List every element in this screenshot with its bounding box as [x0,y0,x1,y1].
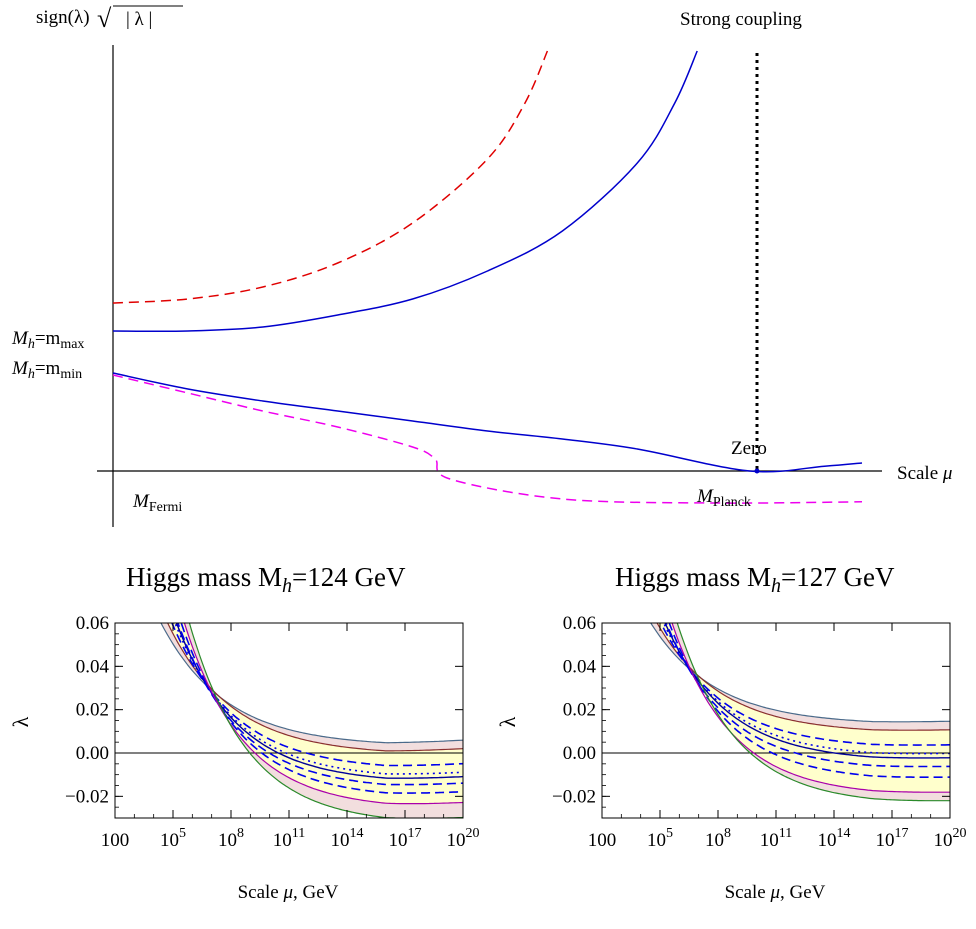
top-series-0 [112,50,549,304]
p2-plot-curve-outer-upper-0 [650,623,950,723]
p2-ylabel: λ [495,716,520,727]
p1-plot-curve-dash-6 [180,623,463,794]
p2-plot-curve-dash-6 [668,623,950,779]
p1-plot-xtick-label-4: 1014 [331,826,364,851]
p1-plot-ytick-label-0: 0.06 [76,613,109,634]
p1-title: Higgs mass Mh=124 GeV [126,562,406,597]
p1-plot-inner-band [167,623,463,804]
p1-plot-curve-outer-upper-0 [160,623,463,744]
p2-plot-curve-inner-upper-1 [656,623,950,731]
p1-plot-ytick-label-4: −0.02 [65,786,109,807]
top-series-group [112,50,863,504]
p2-xlabel: Scale μ, GeV [725,882,826,903]
p2-plot-ytick-label-2: 0.02 [563,700,596,721]
m-fermi-label: MFermi [132,491,182,515]
p1-plot-ytick-label-1: 0.04 [76,656,110,677]
p2-plot-ytick-label-0: 0.06 [563,613,596,634]
p1-plot-curves [115,623,463,818]
p1-plot-xtick-label-2: 108 [218,826,244,851]
p1-plot-xtick-label-0: 100 [101,830,130,851]
p1-xlabel: Scale μ, GeV [238,882,339,903]
p1-plot-curve-dash-5 [177,623,463,786]
zero-label: Zero [731,438,767,459]
p1-plot-xtick-label-5: 1017 [389,826,422,851]
p1-plot-ytick-label-3: 0.00 [76,743,109,764]
higgs-127-chart: Higgs mass Mh=127 GeV 0.06 0.04 0.02 0.00 −0… [495,562,967,903]
p2-plot-xtick-label-5: 1017 [876,826,909,851]
higgs-124-chart: Higgs mass Mh=124 GeV 0.06 0.04 0.02 0.00 −0… [8,562,480,903]
p1-plot-curve-inner-lower-7 [183,623,463,805]
p2-plot-curve-dash-5 [665,623,950,768]
p2-plot-xtick-label-1: 105 [647,826,673,851]
p2-plot-xtick-label-0: 100 [588,830,617,851]
top-series-2 [112,372,863,473]
p2-plot-curve-inner-lower-7 [671,623,950,793]
p2-plot-ytick-label-4: −0.02 [552,786,596,807]
p2-plot-curve-dot-3 [662,623,950,755]
p1-plot-outer-band [161,623,463,818]
top-ylabel-abs: | λ | [126,9,152,30]
mh-min-label: Mh=mmin [11,358,82,382]
zero-point [754,468,760,474]
m-planck-label: MPlanck [696,486,751,510]
p2-plot-xtick-label-6: 1020 [934,826,967,851]
p1-ylabel: λ [8,716,33,727]
p2-plot-curve-outer-lower-8 [676,623,950,802]
p2-plot-xtick-label-4: 1014 [818,826,851,851]
top-series-1 [112,50,698,333]
p2-plot-curves [602,623,950,802]
strong-coupling-label: Strong coupling [680,9,802,30]
top-ylabel-sqrt: √ [97,4,112,33]
p2-title: Higgs mass Mh=127 GeV [615,562,895,597]
p1-plot-xtick-label-6: 1020 [447,826,480,851]
p2-plot-curve-dash-2 [659,623,950,746]
p1-plot-xtick-label-1: 105 [160,826,186,851]
top-ylabel-sign: sign(λ) [36,7,90,28]
p2-plot-area: 0.06 0.04 0.02 0.00 −0.02 100 105 108 1011 1014 10… [552,613,967,851]
p1-plot-curve-central-4 [175,623,463,779]
p1-plot-xtick-label-3: 1011 [273,826,305,851]
p1-plot-ytick-label-2: 0.02 [76,700,109,721]
p1-plot-curve-inner-upper-1 [167,623,463,752]
mh-max-label: Mh=mmax [11,328,84,352]
p2-plot-curve-central-4 [664,623,950,759]
top-ylabel: sign(λ) [36,7,90,28]
p1-plot-area: 0.06 0.04 0.02 0.00 −0.02 100 105 108 1011 1014 10… [65,613,480,851]
p2-plot-xtick-label-3: 1011 [760,826,792,851]
p2-plot-ytick-label-3: 0.00 [563,743,596,764]
p1-plot-curve-outer-lower-8 [188,623,463,818]
top-schematic-chart: sign(λ) √ | λ | Strong coupling Zero Sca… [11,4,952,527]
top-xlabel: Scale μ [897,463,952,484]
p2-plot-inner-band [657,623,950,793]
p2-plot-xtick-label-2: 108 [705,826,731,851]
p2-plot-ytick-label-1: 0.04 [563,656,597,677]
